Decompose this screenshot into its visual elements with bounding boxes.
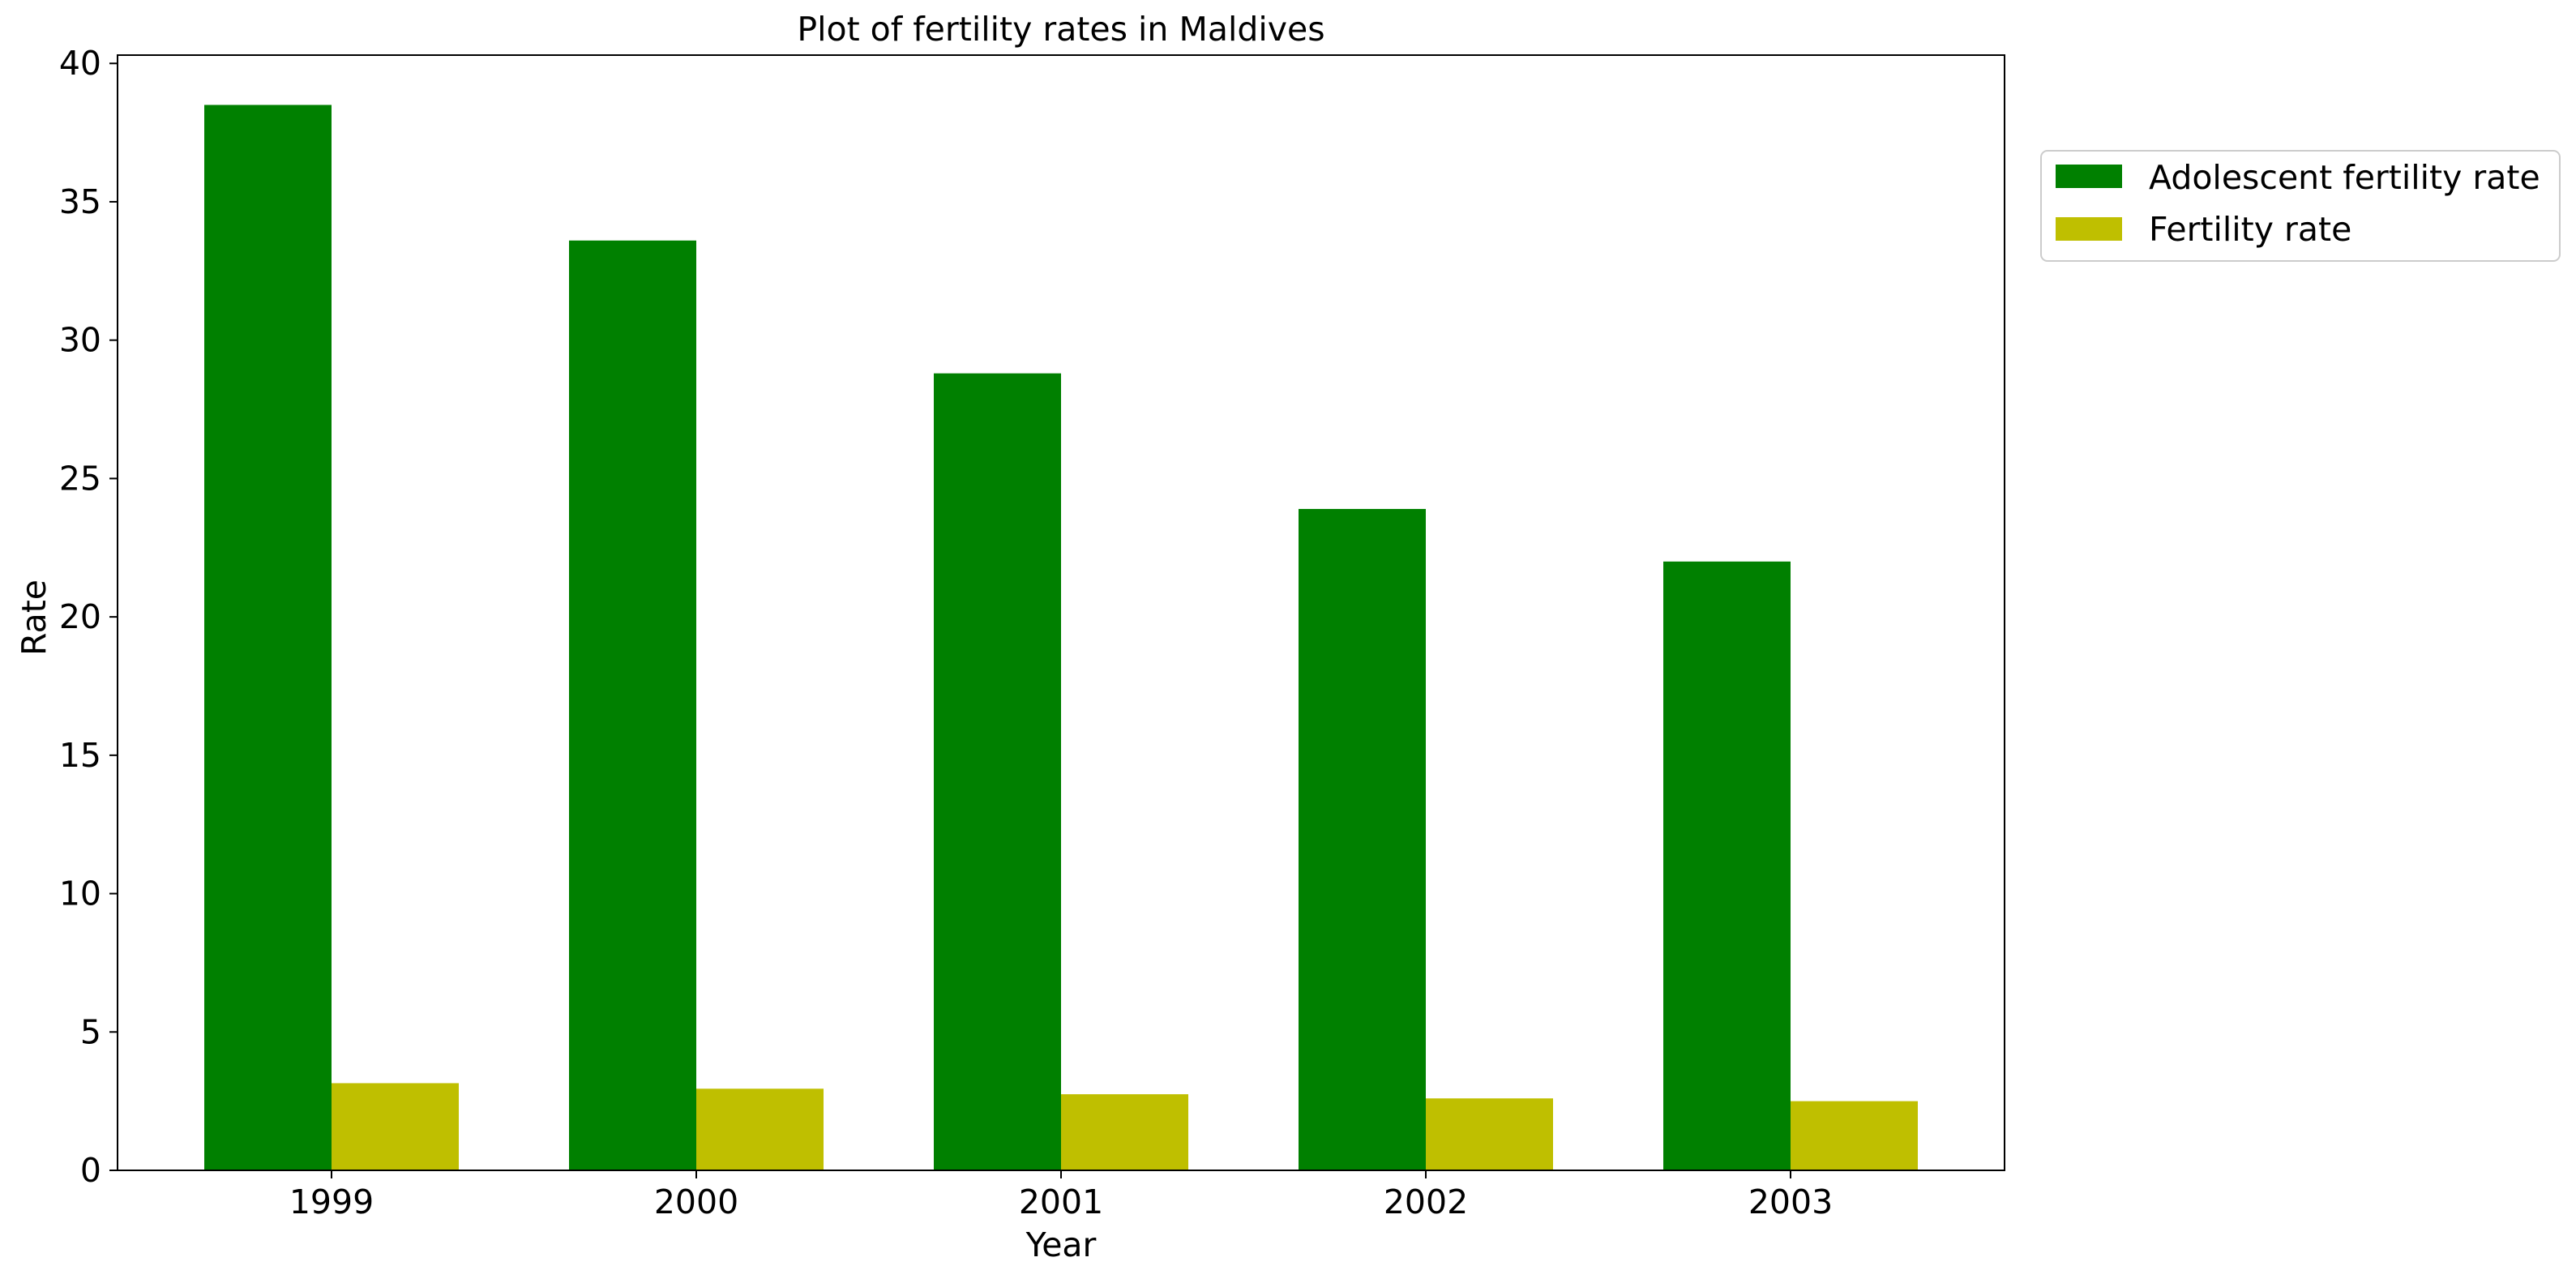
bar-fertility-rate-2002 xyxy=(1426,1098,1553,1170)
bar-adolescent-fertility-rate-2003 xyxy=(1663,561,1791,1170)
legend-label-fertility-rate: Fertility rate xyxy=(2149,210,2351,249)
y-tick-label-10: 10 xyxy=(59,875,101,913)
bar-fertility-rate-2000 xyxy=(696,1088,824,1170)
bar-fertility-rate-2001 xyxy=(1061,1094,1188,1170)
x-tick-label-2002: 2002 xyxy=(1384,1182,1468,1221)
y-tick-label-25: 25 xyxy=(59,459,101,498)
x-tick-label-1999: 1999 xyxy=(289,1182,374,1221)
x-tick-label-2000: 2000 xyxy=(654,1182,738,1221)
bar-fertility-rate-2003 xyxy=(1791,1101,1918,1170)
bars-layer xyxy=(204,105,1918,1170)
legend-swatch-fertility-rate xyxy=(2056,217,2122,241)
x-axis-label: Year xyxy=(1025,1225,1097,1264)
bar-adolescent-fertility-rate-2002 xyxy=(1299,508,1426,1170)
legend-box xyxy=(2040,150,2561,262)
y-tick-label-40: 40 xyxy=(59,44,101,83)
y-tick-label-0: 0 xyxy=(80,1151,101,1190)
legend: Adolescent fertility rate Fertility rate xyxy=(2040,150,2561,262)
x-tick-label-2003: 2003 xyxy=(1748,1182,1833,1221)
y-tick-label-15: 15 xyxy=(59,736,101,775)
bar-adolescent-fertility-rate-1999 xyxy=(204,105,332,1170)
y-tick-label-35: 35 xyxy=(59,182,101,221)
y-tick-label-5: 5 xyxy=(80,1012,101,1051)
y-tick-label-20: 20 xyxy=(59,597,101,636)
bar-adolescent-fertility-rate-2001 xyxy=(934,373,1061,1170)
y-axis-label: Rate xyxy=(15,579,53,656)
bar-adolescent-fertility-rate-2000 xyxy=(569,240,696,1170)
chart-title: Plot of fertility rates in Maldives xyxy=(797,10,1324,49)
x-tick-label-2001: 2001 xyxy=(1019,1182,1103,1221)
x-axis: 1999 2000 2001 2002 2003 xyxy=(289,1170,1833,1221)
y-axis: 0 5 10 15 20 25 30 35 40 xyxy=(59,44,118,1190)
bar-fertility-rate-1999 xyxy=(332,1083,459,1170)
y-tick-label-30: 30 xyxy=(59,321,101,360)
legend-label-adolescent-fertility-rate: Adolescent fertility rate xyxy=(2149,158,2540,197)
legend-swatch-adolescent-fertility-rate xyxy=(2056,165,2122,188)
